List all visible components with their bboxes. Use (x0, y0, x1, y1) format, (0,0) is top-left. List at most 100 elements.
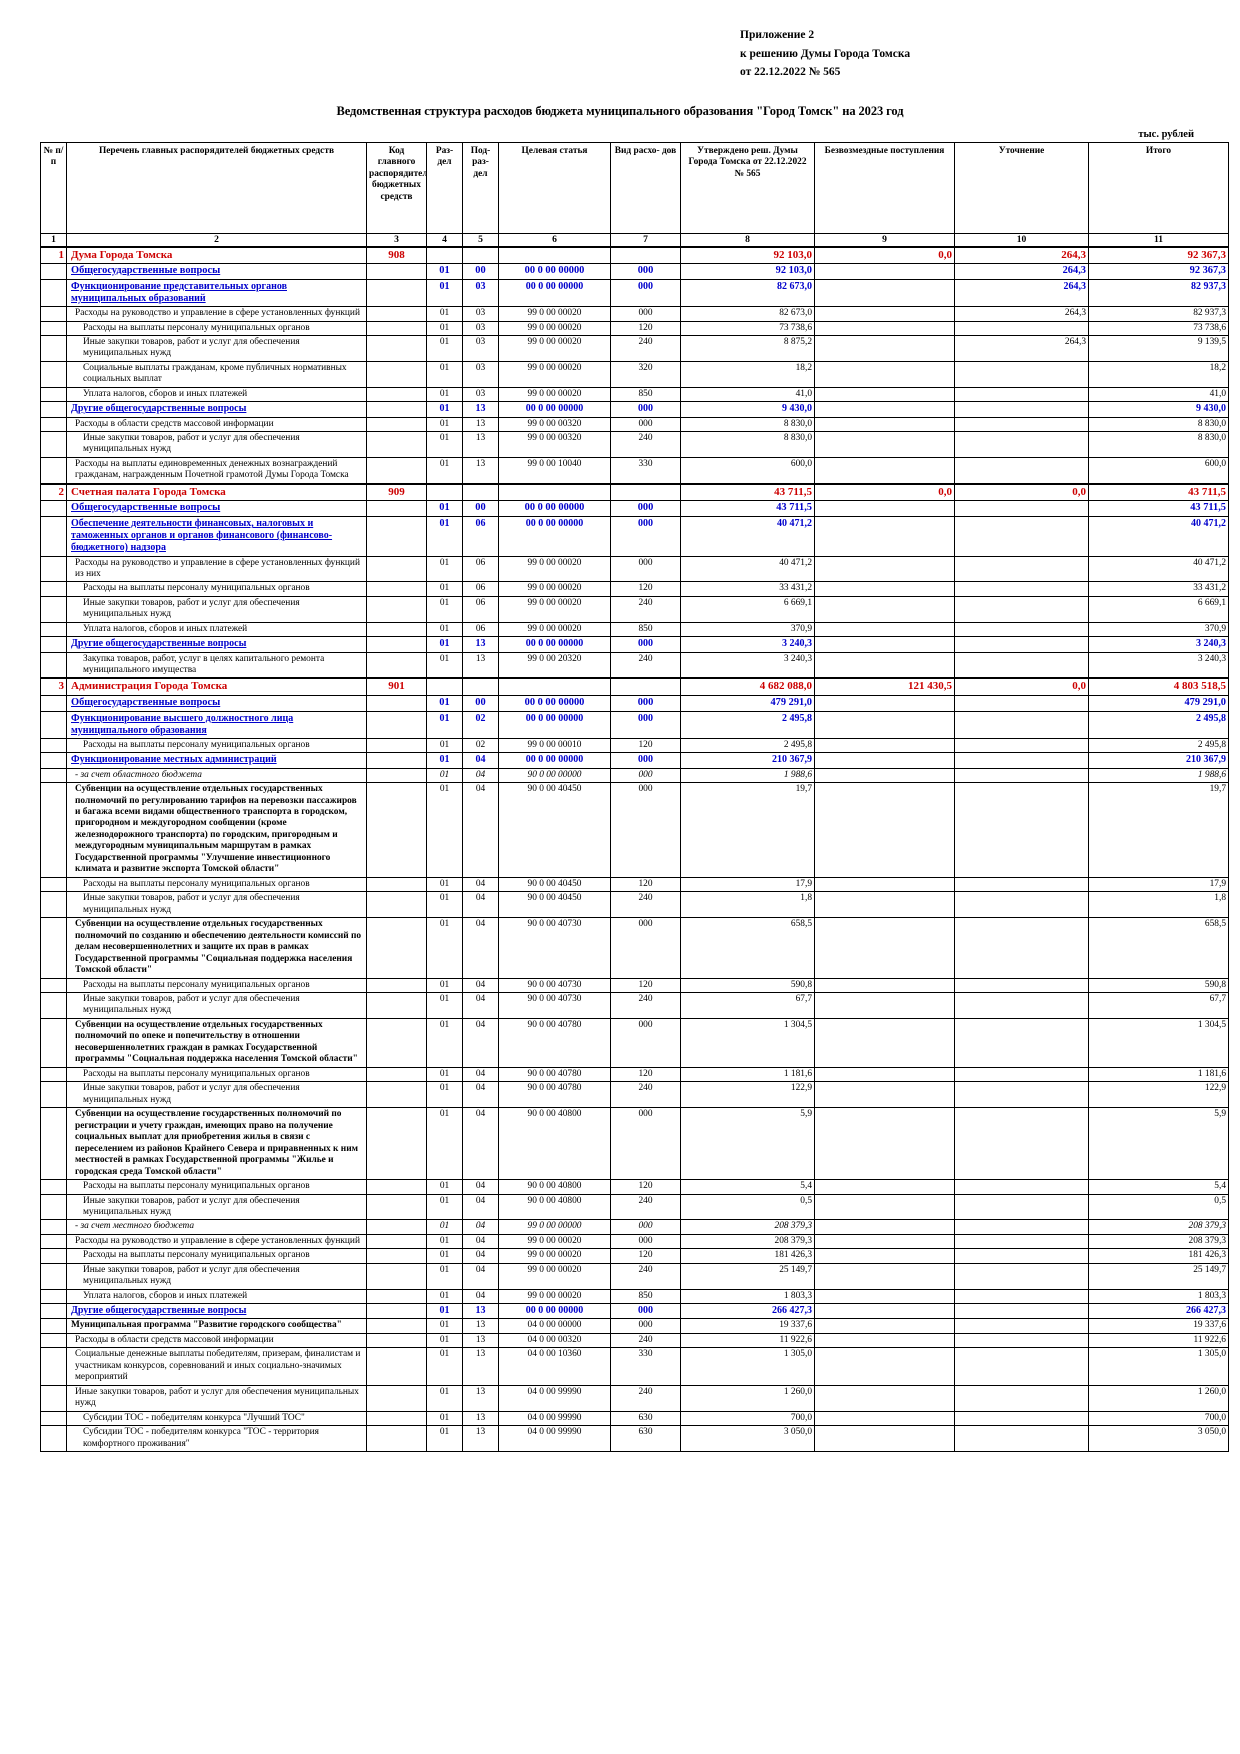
cell-podrazdel: 13 (462, 1410, 499, 1427)
cell-razdel: 01 (426, 581, 463, 597)
cell-refinement (954, 977, 1089, 994)
cell-expense-type: 240 (610, 1193, 681, 1221)
cell-podrazdel: 00 (462, 262, 499, 280)
cell-total: 33 431,2 (1088, 581, 1229, 597)
cell-refinement: 0,0 (954, 482, 1089, 502)
cell-total: 8 830,0 (1088, 430, 1229, 458)
cell-free-receipts (814, 320, 955, 337)
cell-expense-type: 000 (610, 694, 681, 712)
cell-name: Уплата налогов, сборов и иных платежей (66, 386, 367, 403)
cell-free-receipts (814, 306, 955, 322)
cell-name: Расходы на выплаты персоналу муниципальн… (66, 1179, 367, 1195)
cell-podrazdel: 04 (462, 1193, 499, 1221)
cell-total: 1 305,0 (1088, 1347, 1229, 1386)
cell-code (366, 710, 427, 739)
cell-razdel: 01 (426, 1219, 463, 1235)
cell-name: Другие общегосударственные вопросы (66, 1303, 367, 1320)
table-row: Субвенции на осуществление отдельных гос… (40, 782, 1229, 878)
cell-refinement (954, 694, 1089, 712)
col-header-target-article: Целевая статья (498, 141, 611, 234)
cell-code (366, 917, 427, 979)
cell-expense-type: 000 (610, 401, 681, 418)
col-header-approved: Утверждено реш. Думы Города Томска от 22… (680, 141, 815, 234)
table-row: Расходы на выплаты персоналу муниципальн… (40, 1248, 1229, 1264)
cell-expense-type: 330 (610, 1347, 681, 1386)
cell-refinement (954, 1318, 1089, 1334)
cell-podrazdel: 00 (462, 694, 499, 712)
table-row: Иные закупки товаров, работ и услуг для … (40, 992, 1229, 1019)
cell-name: Расходы на руководство и управление в сф… (66, 1233, 367, 1250)
cell-approved: 5,4 (680, 1179, 815, 1195)
cell-expense-type: 000 (610, 1318, 681, 1334)
table-header-row: № п/п Перечень главных распорядителей бю… (40, 141, 1229, 234)
cell-number (40, 710, 67, 739)
cell-total: 5,4 (1088, 1179, 1229, 1195)
cell-target-article: 99 0 00 00020 (498, 1233, 611, 1250)
cell-podrazdel: 04 (462, 992, 499, 1019)
cell-total: 0,5 (1088, 1193, 1229, 1221)
col-num-5: 5 (462, 232, 499, 248)
cell-code (366, 1410, 427, 1427)
cell-number (40, 278, 67, 308)
cell-expense-type (610, 482, 681, 502)
cell-approved: 43 711,5 (680, 500, 815, 517)
cell-approved: 41,0 (680, 386, 815, 403)
cell-razdel: 01 (426, 1425, 463, 1453)
cell-number (40, 977, 67, 994)
cell-target-article: 99 0 00 10040 (498, 456, 611, 485)
cell-podrazdel: 04 (462, 977, 499, 994)
cell-free-receipts (814, 1219, 955, 1235)
cell-target-article: 04 0 00 99990 (498, 1425, 611, 1453)
cell-expense-type: 000 (610, 752, 681, 769)
cell-target-article: 00 0 00 00000 (498, 752, 611, 769)
cell-target-article (498, 245, 611, 264)
cell-podrazdel: 03 (462, 278, 499, 308)
cell-free-receipts (814, 694, 955, 712)
table-row: Расходы на выплаты персоналу муниципальн… (40, 977, 1229, 994)
cell-refinement (954, 515, 1089, 557)
cell-name: Иные закупки товаров, работ и услуг для … (66, 595, 367, 623)
cell-name: Муниципальная программа "Развитие городс… (66, 1318, 367, 1334)
cell-approved: 210 367,9 (680, 752, 815, 769)
cell-approved: 82 673,0 (680, 278, 815, 308)
cell-total: 3 240,3 (1088, 636, 1229, 653)
col-header-podrazdel: Под- раз- дел (462, 141, 499, 234)
cell-code (366, 1347, 427, 1386)
cell-target-article: 99 0 00 00010 (498, 737, 611, 754)
cell-target-article: 99 0 00 00020 (498, 621, 611, 638)
cell-approved: 8 830,0 (680, 416, 815, 433)
cell-free-receipts (814, 581, 955, 597)
cell-free-receipts (814, 737, 955, 754)
cell-code (366, 386, 427, 403)
cell-name: Общегосударственные вопросы (66, 262, 367, 280)
table-row: Расходы на выплаты единовременных денежн… (40, 456, 1229, 485)
cell-name: Расходы на выплаты персоналу муниципальн… (66, 737, 367, 754)
cell-expense-type: 000 (610, 278, 681, 308)
cell-refinement (954, 1066, 1089, 1083)
budget-table: № п/п Перечень главных распорядителей бю… (40, 141, 1229, 1453)
cell-expense-type (610, 677, 681, 696)
cell-refinement (954, 1332, 1089, 1349)
cell-expense-type: 120 (610, 977, 681, 994)
cell-free-receipts (814, 430, 955, 458)
cell-razdel: 01 (426, 737, 463, 754)
cell-name: Иные закупки товаров, работ и услуг для … (66, 1384, 367, 1412)
cell-refinement (954, 876, 1089, 893)
cell-number (40, 917, 67, 979)
cell-name: Иные закупки товаров, работ и услуг для … (66, 992, 367, 1019)
cell-razdel: 01 (426, 752, 463, 769)
cell-refinement: 264,3 (954, 306, 1089, 322)
cell-target-article: 00 0 00 00000 (498, 278, 611, 308)
col-num-11: 11 (1088, 232, 1229, 248)
cell-refinement (954, 1107, 1089, 1181)
cell-number (40, 320, 67, 337)
cell-name: Социальные выплаты гражданам, кроме публ… (66, 360, 367, 388)
cell-podrazdel: 04 (462, 767, 499, 784)
cell-expense-type: 630 (610, 1410, 681, 1427)
cell-free-receipts (814, 386, 955, 403)
cell-expense-type: 000 (610, 500, 681, 517)
cell-free-receipts: 0,0 (814, 482, 955, 502)
cell-number (40, 1179, 67, 1195)
cell-expense-type: 240 (610, 1262, 681, 1290)
cell-target-article: 04 0 00 99990 (498, 1410, 611, 1427)
